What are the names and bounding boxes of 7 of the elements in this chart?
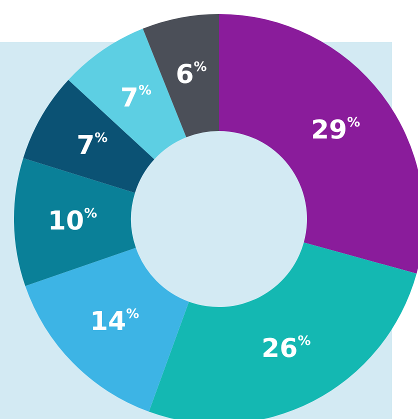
- data-label: 7$^{%}$: [120, 83, 152, 114]
- data-label: 29$^{%}$: [310, 114, 360, 146]
- data-label: 26$^{%}$: [262, 334, 311, 364]
- data-label: 6$^{%}$: [176, 60, 207, 90]
- data-label: 7$^{%}$: [76, 130, 108, 161]
- data-label: 10$^{%}$: [48, 206, 98, 236]
- data-label: 14$^{%}$: [90, 306, 140, 337]
